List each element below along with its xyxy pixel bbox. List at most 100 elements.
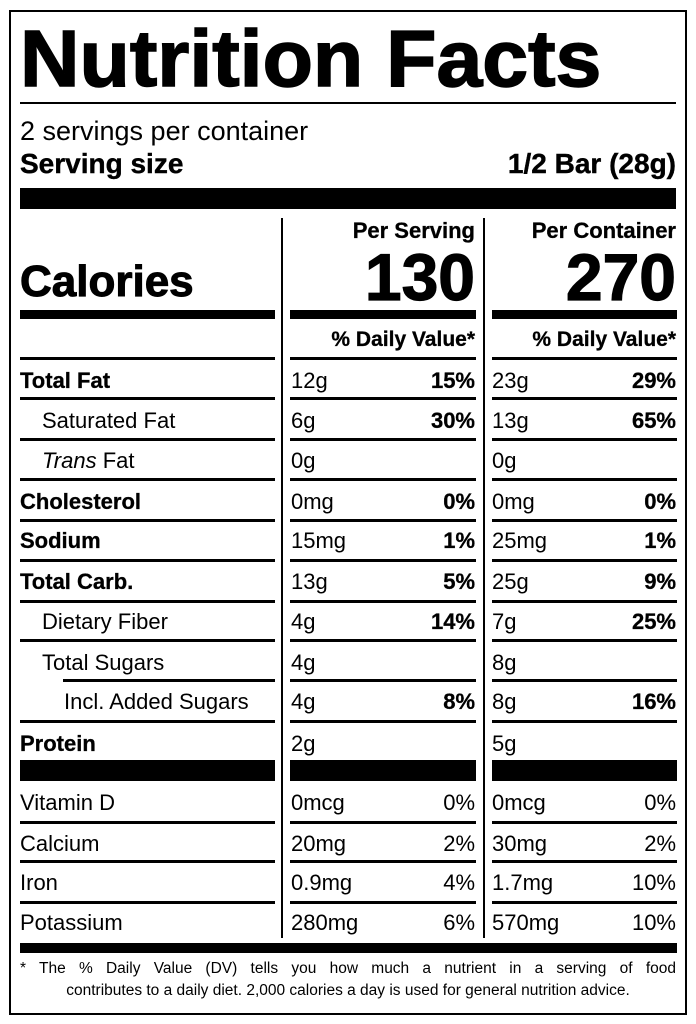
container-amount-dietary-fiber: 7g bbox=[492, 609, 517, 634]
serving-dv-calcium: 2% bbox=[443, 831, 475, 856]
serving-dv-sodium: 1% bbox=[443, 528, 475, 553]
container-amount-saturated-fat: 13g bbox=[492, 408, 529, 433]
divider-thick-vitamins-col1 bbox=[20, 760, 275, 781]
row-line bbox=[290, 679, 476, 682]
trans-fat-suffix: Fat bbox=[96, 448, 135, 473]
vitamin-label-vitamin-d: Vitamin D bbox=[20, 790, 115, 815]
serving-amount-potassium: 280mg bbox=[291, 910, 359, 935]
nutrient-label-dietary-fiber: Dietary Fiber bbox=[42, 609, 168, 634]
per-container-heading: Per Container bbox=[531, 218, 677, 243]
trans-italic: Trans bbox=[42, 448, 97, 473]
container-amount-total-sugars: 8g bbox=[492, 650, 517, 675]
row-line bbox=[492, 901, 677, 904]
container-dv-vitamin-d: 0% bbox=[644, 790, 676, 815]
label-title: Nutrition Facts bbox=[19, 13, 602, 104]
row-line bbox=[290, 519, 476, 522]
row-line bbox=[20, 821, 275, 824]
calories-per-serving: 130 bbox=[364, 240, 475, 314]
nutrient-label-protein: Protein bbox=[20, 731, 96, 756]
row-line-added-sugars bbox=[63, 679, 275, 682]
vitamin-label-iron: Iron bbox=[20, 870, 58, 895]
row-line bbox=[20, 639, 275, 642]
container-dv-added-sugars: 16% bbox=[631, 689, 676, 714]
serving-dv-iron: 4% bbox=[443, 870, 475, 895]
daily-value-footnote: * The % Daily Value (DV) tells you how m… bbox=[20, 958, 676, 1002]
serving-dv-total-fat: 15% bbox=[430, 368, 475, 393]
serving-amount-vitamin-d: 0mcg bbox=[291, 790, 345, 815]
nutrient-label-total-carb: Total Carb. bbox=[20, 569, 134, 594]
container-dv-total-carb: 9% bbox=[644, 569, 676, 594]
container-amount-cholesterol: 0mg bbox=[492, 489, 535, 514]
divider-calories-col1 bbox=[20, 310, 275, 319]
serving-dv-potassium: 6% bbox=[443, 910, 475, 935]
serving-dv-saturated-fat: 30% bbox=[430, 408, 475, 433]
serving-dv-cholesterol: 0% bbox=[443, 489, 475, 514]
serving-amount-iron: 0.9mg bbox=[291, 870, 353, 895]
container-dv-potassium: 10% bbox=[631, 910, 676, 935]
row-line bbox=[20, 600, 275, 603]
row-line bbox=[492, 397, 677, 400]
row-line bbox=[492, 720, 677, 723]
row-line bbox=[20, 357, 275, 360]
row-line bbox=[492, 519, 677, 522]
row-line bbox=[290, 357, 476, 360]
container-dv-iron: 10% bbox=[631, 870, 676, 895]
serving-amount-cholesterol: 0mg bbox=[291, 489, 334, 514]
row-line bbox=[492, 357, 677, 360]
container-dv-total-fat: 29% bbox=[631, 368, 676, 393]
container-dv-cholesterol: 0% bbox=[644, 489, 676, 514]
row-line bbox=[492, 478, 677, 481]
footnote-line-1: * The % Daily Value (DV) tells you how m… bbox=[20, 960, 676, 977]
container-amount-protein: 5g bbox=[492, 731, 517, 756]
row-line bbox=[290, 478, 476, 481]
row-line bbox=[290, 720, 476, 723]
container-amount-calcium: 30mg bbox=[492, 831, 548, 856]
divider-thick-vitamins-col2 bbox=[290, 760, 476, 781]
serving-amount-total-sugars: 4g bbox=[291, 650, 316, 675]
container-amount-total-carb: 25g bbox=[492, 569, 529, 594]
nutrient-label-sodium: Sodium bbox=[20, 528, 101, 553]
row-line bbox=[492, 600, 677, 603]
row-line bbox=[290, 600, 476, 603]
serving-amount-calcium: 20mg bbox=[291, 831, 347, 856]
row-line bbox=[20, 519, 275, 522]
row-line bbox=[20, 901, 275, 904]
nutrient-label-total-fat: Total Fat bbox=[20, 368, 111, 393]
serving-amount-added-sugars: 4g bbox=[291, 689, 316, 714]
divider-thick-serving bbox=[20, 188, 676, 209]
row-line bbox=[290, 397, 476, 400]
calories-per-container: 270 bbox=[565, 240, 676, 314]
vitamin-label-potassium: Potassium bbox=[20, 910, 123, 935]
nutrient-label-added-sugars: Incl. Added Sugars bbox=[64, 689, 249, 714]
row-line bbox=[290, 559, 476, 562]
serving-amount-total-fat: 12g bbox=[291, 368, 328, 393]
divider-thick-footnote bbox=[20, 943, 677, 953]
container-amount-trans-fat: 0g bbox=[492, 448, 517, 473]
row-line bbox=[20, 720, 275, 723]
column-divider-2 bbox=[483, 218, 485, 938]
container-dv-saturated-fat: 65% bbox=[631, 408, 676, 433]
serving-amount-saturated-fat: 6g bbox=[291, 408, 316, 433]
serving-dv-total-carb: 5% bbox=[443, 569, 475, 594]
container-amount-iron: 1.7mg bbox=[492, 870, 554, 895]
divider-title bbox=[20, 102, 676, 104]
nutrition-label-border bbox=[9, 10, 687, 1015]
footnote-line-2: contributes to a daily diet. 2,000 calor… bbox=[66, 982, 630, 999]
serving-amount-protein: 2g bbox=[291, 731, 316, 756]
serving-amount-sodium: 15mg bbox=[291, 528, 347, 553]
row-line bbox=[290, 821, 476, 824]
row-line bbox=[492, 438, 677, 441]
serving-dv-added-sugars: 8% bbox=[443, 689, 475, 714]
nutrient-label-total-sugars: Total Sugars bbox=[42, 650, 165, 675]
per-serving-heading: Per Serving bbox=[352, 218, 476, 243]
row-line bbox=[492, 639, 677, 642]
column-divider-1 bbox=[281, 218, 283, 938]
serving-size-label: Serving size bbox=[20, 148, 184, 179]
row-line bbox=[20, 438, 275, 441]
container-dv-dietary-fiber: 25% bbox=[631, 609, 676, 634]
serving-dv-vitamin-d: 0% bbox=[443, 790, 475, 815]
container-amount-sodium: 25mg bbox=[492, 528, 548, 553]
serving-dv-dietary-fiber: 14% bbox=[430, 609, 475, 634]
daily-value-heading-container: % Daily Value* bbox=[532, 328, 676, 351]
divider-calories-col2 bbox=[290, 310, 476, 319]
